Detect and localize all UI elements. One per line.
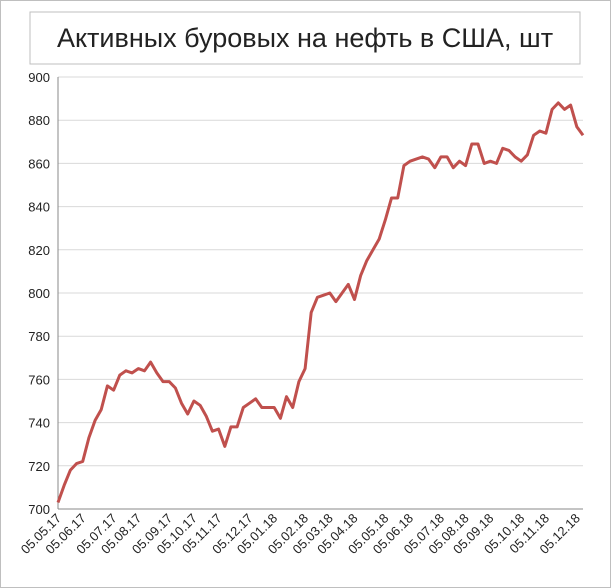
y-tick-label: 820: [28, 243, 50, 258]
y-tick-label: 880: [28, 113, 50, 128]
y-tick-label: 720: [28, 459, 50, 474]
line-series: [56, 101, 585, 504]
y-tick-label: 700: [28, 502, 50, 517]
title-box: [29, 11, 581, 65]
y-tick-label: 780: [28, 329, 50, 344]
y-tick-label: 900: [28, 70, 50, 85]
y-tick-label: 740: [28, 416, 50, 431]
y-tick-label: 800: [28, 286, 50, 301]
chart-title: Активных буровых на нефть в США, шт: [57, 23, 553, 53]
y-tick-label: 760: [28, 372, 50, 387]
y-tick-label: 860: [28, 156, 50, 171]
y-tick-label: 840: [28, 200, 50, 215]
